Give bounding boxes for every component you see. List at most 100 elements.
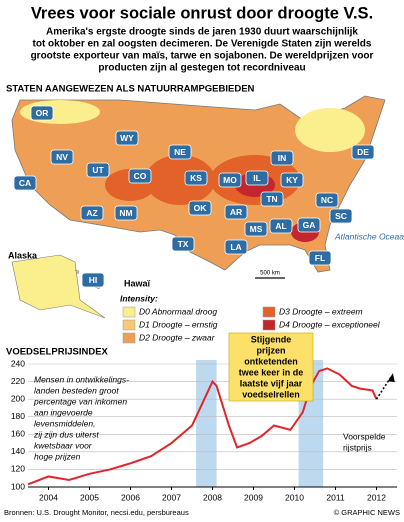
state-label: NM [119, 208, 132, 218]
y-tick-label: 100 [11, 481, 25, 491]
state-label: CO [134, 171, 147, 181]
state-label: CA [19, 178, 31, 188]
note-line: levensmiddelen, [34, 418, 95, 428]
callout-line: ontketenden [244, 356, 298, 366]
x-tick-label: 2008 [203, 492, 222, 502]
map-title: STATEN AANGEWEZEN ALS NATUURRAMPGEBIEDEN [6, 84, 255, 95]
state-label: AL [275, 221, 286, 231]
note-line: aan ingevoerde [34, 407, 93, 417]
state-badge [329, 208, 353, 224]
state-label: KY [286, 175, 298, 185]
highlight-band [196, 360, 217, 487]
state-badge [184, 170, 208, 186]
state-label: LA [230, 242, 241, 252]
scale-label: 500 km [260, 271, 280, 277]
state-label: HI [89, 275, 98, 285]
state-badge [351, 144, 375, 160]
state-label: NV [56, 152, 68, 162]
note-line: Mensen in ontwikkelings- [34, 374, 129, 384]
x-tick-label: 2006 [121, 492, 140, 502]
state-badge [280, 172, 304, 188]
y-tick-label: 120 [11, 464, 25, 474]
legend-swatch [122, 319, 136, 331]
y-tick-label: 140 [11, 446, 25, 456]
callout-line: twee keer in de [239, 367, 304, 377]
state-label: DE [357, 147, 369, 157]
state-label: TN [266, 194, 277, 204]
state-badge [308, 250, 332, 266]
legend-swatch [262, 319, 276, 331]
state-badge [218, 172, 242, 188]
state-label: FL [315, 253, 325, 263]
state-label: MS [250, 224, 263, 234]
subtitle-line: grootste exporteur van maïs, tarwe en so… [31, 51, 374, 62]
y-tick-label: 200 [11, 393, 25, 403]
state-label: OK [194, 203, 208, 213]
state-badge [50, 149, 74, 165]
state-label: GA [303, 220, 316, 230]
legend-title: Intensity: [120, 293, 158, 303]
x-tick-label: 2007 [162, 492, 181, 502]
subtitle-line: tot oktober en zal oogsten decimeren. De… [33, 39, 372, 50]
callout-line: laatste vijf jaar [240, 378, 303, 388]
state-label: IN [278, 153, 287, 163]
alaska-label: Alaska [8, 250, 38, 260]
state-badge [30, 105, 54, 121]
forecast-label: Voorspelde [343, 431, 386, 441]
state-label: OR [36, 108, 49, 118]
x-tick-label: 2004 [39, 492, 58, 502]
state-badge [80, 205, 104, 221]
legend-label: D3 Droogte – extreem [279, 306, 363, 316]
note-line: landen besteden groot [34, 385, 119, 395]
state-label: NC [321, 195, 333, 205]
state-label: WY [120, 133, 134, 143]
note-line: kwetsbaar voor [34, 440, 93, 450]
state-badge [128, 168, 152, 184]
state-label: TX [178, 239, 189, 249]
state-badge [245, 170, 269, 186]
legend-swatch [262, 306, 276, 318]
drought-area [295, 108, 365, 152]
hawaii-label: Hawaï [124, 278, 151, 288]
x-tick-label: 2010 [285, 492, 304, 502]
note-line: zij zijn dus uiterst [33, 429, 99, 439]
legend-label: D1 Droogte – ernstig [139, 319, 218, 329]
x-tick-label: 2011 [326, 492, 345, 502]
credit: © GRAPHIC NEWS [334, 508, 400, 517]
state-label: UT [92, 165, 104, 175]
callout-line: prijzen [256, 345, 285, 355]
subtitle-line: producten zijn al gestegen tot recordniv… [98, 63, 305, 74]
state-label: MO [223, 175, 237, 185]
state-badge [86, 162, 110, 178]
legend-label: D0 Abnormaal droog [139, 306, 217, 316]
drought-area [145, 155, 215, 205]
state-badge [114, 205, 138, 221]
x-tick-label: 2012 [367, 492, 386, 502]
state-badge [168, 144, 192, 160]
chart-title: VOEDSELPRIJSINDEX [6, 347, 109, 358]
forecast-arrowhead [387, 373, 395, 383]
subtitle-line: Amerika's ergste droogte sinds de jaren … [46, 27, 358, 38]
ocean-label: Atlantische Oceaan [334, 231, 404, 241]
state-label: IL [253, 173, 261, 183]
title: Vrees voor sociale onrust door droogte V… [31, 4, 373, 22]
price-line [27, 367, 378, 486]
state-badge [269, 218, 293, 234]
state-label: KS [190, 173, 202, 183]
y-tick-label: 240 [11, 358, 25, 368]
state-badge [171, 236, 195, 252]
legend-swatch [122, 332, 136, 344]
state-badge [13, 175, 37, 191]
y-tick-label: 180 [11, 411, 25, 421]
source: Bronnen: U.S. Drought Monitor, necsi.edu… [4, 508, 189, 517]
state-label: SC [335, 211, 347, 221]
x-tick-label: 2009 [244, 492, 263, 502]
legend-label: D2 Droogte – zwaar [139, 332, 216, 342]
state-badge [270, 150, 294, 166]
note-line: hoge prijzen [34, 451, 81, 461]
state-label: AR [230, 207, 242, 217]
state-badge [260, 191, 284, 207]
state-badge [224, 239, 248, 255]
